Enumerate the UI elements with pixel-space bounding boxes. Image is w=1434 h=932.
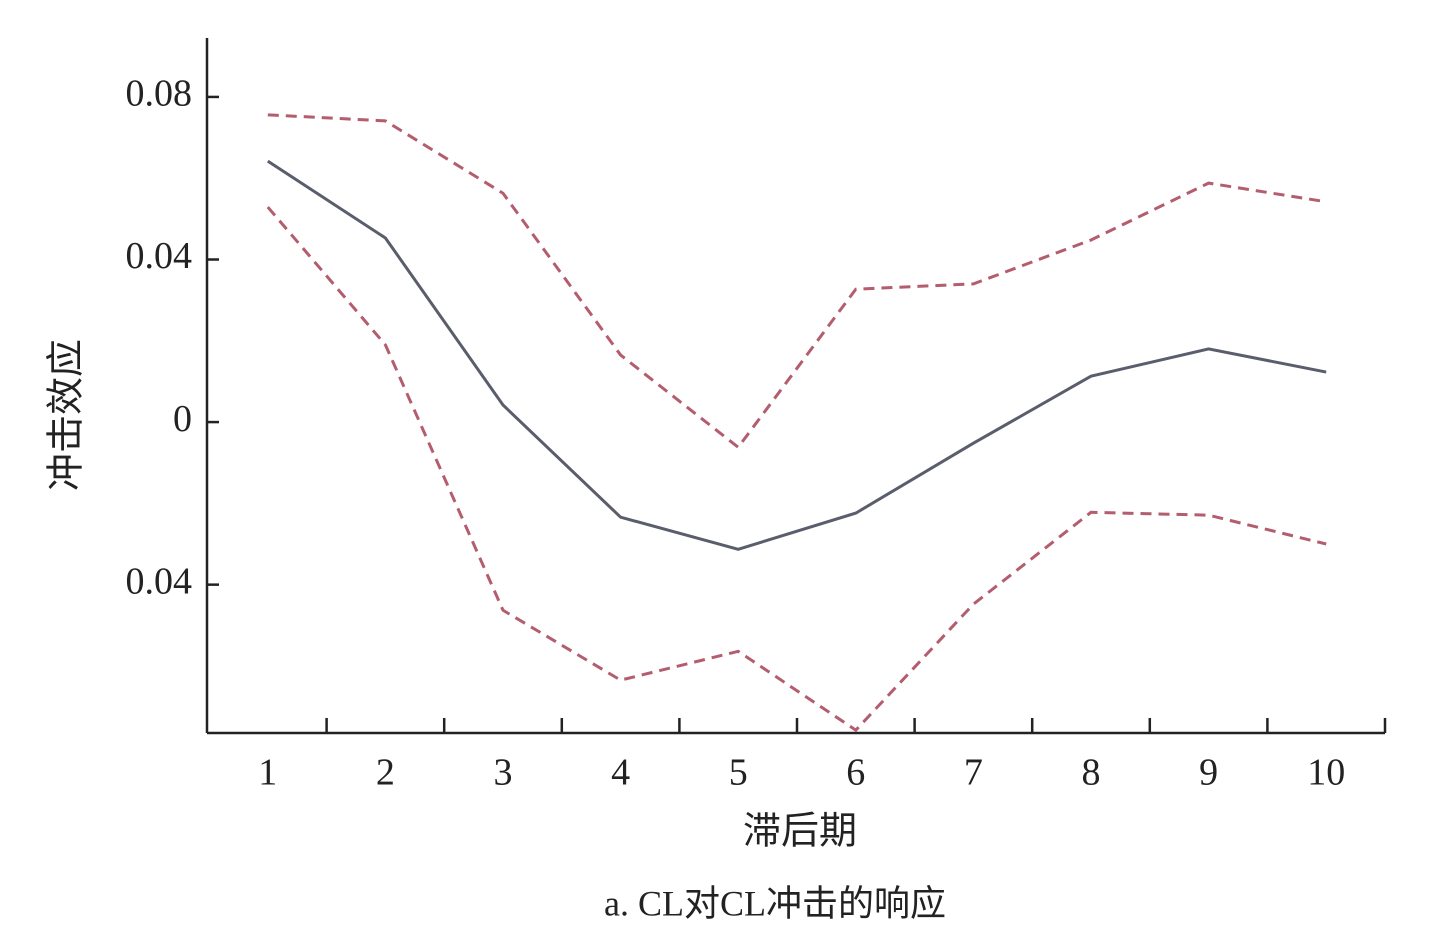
- series-line: [266, 206, 1327, 733]
- x-tick-label: 5: [729, 752, 748, 794]
- x-tick-label: 4: [611, 752, 630, 794]
- x-tick-label: 7: [964, 752, 983, 794]
- x-tick-label: 10: [1307, 752, 1345, 794]
- series-line: [267, 113, 1327, 450]
- x-tick-label: 3: [494, 752, 513, 794]
- x-tick-label: 6: [846, 752, 865, 794]
- y-tick-label: 0: [173, 398, 192, 440]
- x-tick-label: 2: [376, 752, 395, 794]
- x-tick-label: 8: [1082, 752, 1101, 794]
- y-tick-label: 0.04: [126, 560, 193, 602]
- y-tick-label: 0.08: [126, 73, 193, 115]
- y-axis-label: 冲击效应: [46, 339, 88, 491]
- chart-title: a. CL对CL冲击的响应: [604, 883, 946, 923]
- y-tick-label: 0.04: [126, 235, 193, 277]
- x-tick-label: 9: [1199, 752, 1218, 794]
- x-tick-label: 1: [258, 752, 277, 794]
- x-axis-label: 滞后期: [743, 811, 857, 853]
- series-line: [266, 159, 1327, 551]
